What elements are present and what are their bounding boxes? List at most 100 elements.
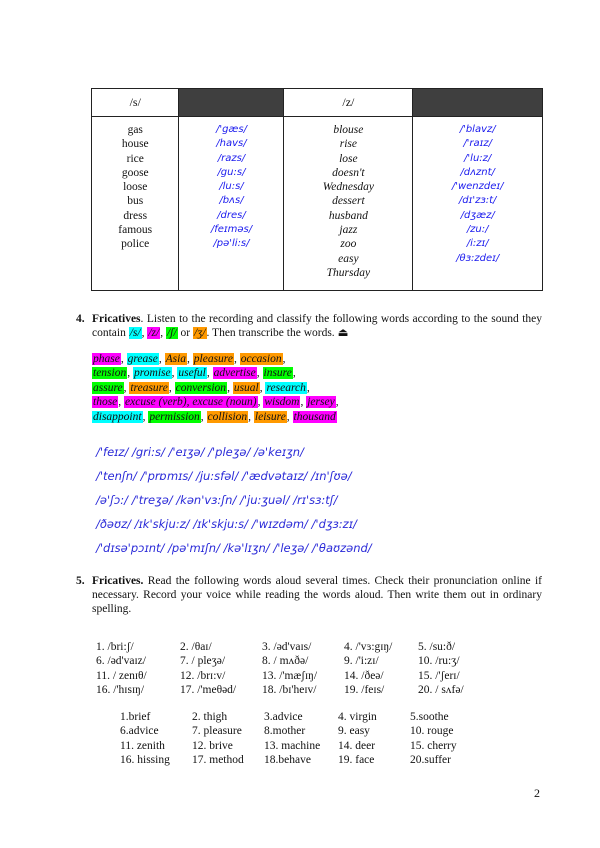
list-item: lose	[339, 152, 358, 165]
word-s: promise	[132, 367, 172, 380]
list-item: 14. deer	[338, 739, 376, 752]
list-item: 1.brief	[120, 711, 151, 723]
exercise-title: Fricatives	[92, 313, 141, 325]
list-item: /'feɪz/ /gri:s/ /'eɪʒə/ /'pleʒə/ /ə'keɪʒ…	[96, 445, 304, 459]
list-item: /gu:s/	[217, 166, 246, 178]
list-item: 14. /ðeə/	[344, 669, 384, 682]
list-item: /θɜ:zdeɪ/	[456, 252, 500, 264]
list-item: easy	[338, 252, 359, 265]
list-item: 8.mother	[264, 725, 306, 738]
exercise-5-instructions: 5. Fricatives. Read the following words …	[76, 574, 542, 616]
word-zh: Asia	[164, 353, 188, 365]
word-s: disappoint	[92, 410, 143, 423]
list-item: 5. /su:ð/	[418, 641, 456, 653]
word-row: assure, treasure, conversion, usual, res…	[92, 381, 310, 394]
instruction-text: Read the following words aloud several t…	[92, 575, 542, 615]
word-zh: leisure	[253, 410, 287, 423]
list-item: 11. / zenɪθ/	[96, 669, 147, 682]
eject-icon[interactable]: ⏏	[337, 327, 349, 339]
list-item: 17. /'meθəd/	[180, 684, 237, 697]
list-item: 5.soothe	[410, 711, 449, 723]
word-s: useful	[177, 367, 207, 380]
list-item: /dʌznt/	[460, 166, 495, 178]
z-words-cell: blouse rise lose doesn't Wednesday dessert hus…	[283, 116, 414, 291]
fricatives-table: /s/ /z/ gas house rice goose loose bus dress fa…	[90, 88, 543, 291]
sep: or	[177, 327, 194, 339]
header-s: /s/	[90, 88, 180, 117]
list-item: /'dɪsə'pɔɪnt/ /pə'mɪʃn/ /kə'lɪʒn/ /'leʒə…	[96, 541, 372, 555]
list-item: /bʌs/	[219, 195, 244, 207]
list-item: loose	[123, 181, 148, 194]
exercise-title: Fricatives.	[92, 575, 144, 587]
list-item: police	[121, 238, 150, 251]
page-number: 2	[534, 786, 540, 800]
list-item: /razs/	[217, 152, 246, 164]
word-zh: usual	[232, 381, 260, 394]
ipa-list: 1. /bri:ʃ/2. /θaɪ/3. /əd'vaɪs/4. /'vɜ:gɪ…	[96, 640, 488, 698]
list-item: 11. zenith	[120, 739, 165, 752]
list-item: /'lu:z/	[464, 152, 492, 164]
list-item: 4. /'vɜ:gɪŋ/	[344, 641, 393, 653]
list-item: /feɪməs/	[210, 224, 253, 236]
list-item: doesn't	[332, 166, 365, 179]
list-item: 9. /'i:zɪ/	[344, 655, 379, 668]
instruction-text: . Listen to the recording and classify t…	[92, 313, 542, 339]
list-item: 10. /ru:ʒ/	[418, 655, 460, 668]
z-transcriptions-cell: /'blavz/ /'raɪz/ /'lu:z/ /dʌznt/ /'wenzdeɪ/ /…	[412, 116, 543, 291]
list-item: 16. hissing	[120, 754, 170, 767]
instruction-text: . Then transcribe the words.	[206, 327, 338, 339]
list-item: 6.advice	[120, 725, 159, 738]
list-item: 18. /bɪ'heɪv/	[262, 684, 317, 697]
list-item: 6. /əd'vaɪz/	[96, 655, 146, 668]
list-item: rise	[339, 138, 357, 151]
list-item: /dres/	[217, 209, 246, 221]
list-item: blouse	[333, 124, 364, 136]
list-item: 18.behave	[264, 754, 311, 767]
symbol-zh: /ʒ/	[193, 327, 207, 339]
list-item: bus	[127, 195, 144, 208]
list-item: gas	[127, 124, 143, 136]
list-item: /'tenʃn/ /'prɒmɪs/ /ju:sfəl/ /'ædvətaɪz/…	[96, 469, 352, 483]
list-item: 20.suffer	[410, 754, 451, 767]
word-z: those	[92, 396, 119, 409]
symbol-s: /s/	[128, 327, 142, 339]
word-z: excuse (verb), excuse (noun)	[124, 396, 258, 409]
word-row: those, excuse (verb), excuse (noun), wis…	[92, 396, 339, 409]
list-item: rice	[126, 152, 144, 165]
exercise-number: 4.	[76, 313, 85, 325]
list-item: 9. easy	[338, 725, 370, 738]
list-item: dress	[123, 209, 148, 222]
exercise-number: 5.	[76, 575, 85, 587]
list-item: /havs/	[216, 138, 247, 150]
list-item: 20. / sʌfə/	[418, 684, 464, 697]
word-zh: treasure	[129, 381, 169, 394]
word-zh: occasion	[239, 353, 283, 365]
list-item: /ðəʊz/ /ɪk'skju:z/ /ɪk'skju:s/ /'wɪzdəm/…	[96, 517, 357, 531]
word-zh: pleasure	[192, 353, 234, 365]
word-sh: conversion	[174, 381, 228, 394]
list-item: Wednesday	[322, 181, 375, 194]
word-sh: tension	[92, 367, 128, 380]
sep: ,	[160, 327, 166, 339]
list-item: 13. /'mæʃɪŋ/	[262, 669, 318, 682]
list-item: 13. machine	[264, 739, 321, 752]
s-words-cell: gas house rice goose loose bus dress famous poli…	[90, 116, 180, 291]
list-item: /'raɪz/	[463, 138, 493, 150]
word-z: phase	[92, 353, 121, 365]
list-item: 3.advice	[264, 711, 303, 723]
word-s: grease	[126, 353, 159, 365]
handwritten-transcriptions: /'feɪz/ /gri:s/ /'eɪʒə/ /'pleʒə/ /ə'keɪʒ…	[96, 440, 372, 560]
word-sh: insure	[262, 367, 293, 380]
list-item: house	[121, 138, 149, 151]
list-item: /ə'ʃɔ:/ /'treʒə/ /kən'vɜ:ʃn/ /'ju:ʒuəl/ …	[96, 493, 338, 507]
list-item: 7. pleasure	[192, 725, 242, 738]
list-item: 12. /brɪ:v/	[180, 669, 226, 682]
list-item: /i:zɪ/	[466, 238, 489, 250]
list-item: 4. virgin	[338, 711, 377, 723]
answers-list: 1.brief 2. thigh 3.advice 4. virgin 5.soothe…	[120, 710, 480, 768]
list-item: famous	[118, 224, 153, 237]
word-list: phase, grease, Asia, pleasure, occasion,…	[92, 352, 339, 424]
word-zh: collision	[206, 410, 249, 423]
header-z-transcription	[412, 88, 543, 117]
list-item: 2. thigh	[192, 711, 228, 723]
